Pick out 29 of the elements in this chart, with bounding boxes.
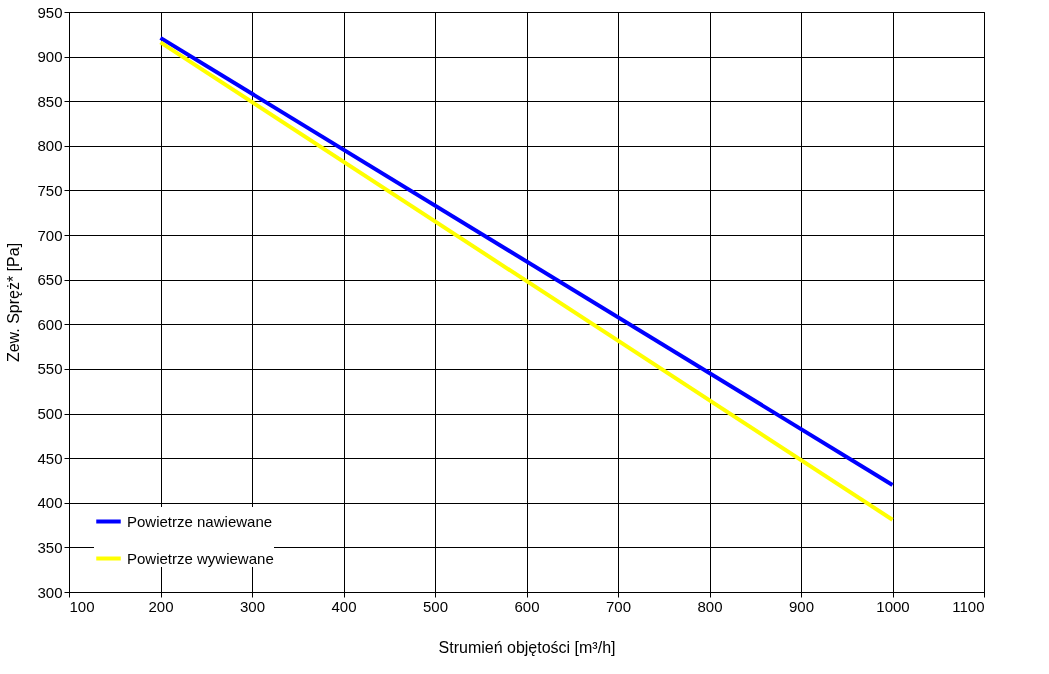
x-tick-label: 100 [69, 597, 95, 615]
y-tick-label: 750 [37, 181, 63, 199]
x-tick-label: 1100 [952, 597, 985, 615]
y-tick-label: 900 [37, 48, 63, 66]
x-tick-label: 700 [605, 597, 632, 615]
x-tick-label: 400 [331, 597, 357, 615]
y-tick-label: 300 [37, 583, 63, 601]
legend-label: Powietrze wywiewane [127, 549, 274, 567]
x-tick-label: 300 [239, 597, 266, 615]
y-tick-label: 350 [37, 538, 63, 556]
y-tick-label: 400 [37, 494, 63, 512]
y-tick-label: 800 [37, 137, 63, 155]
x-tick-label: 200 [148, 597, 174, 615]
y-tick-label: 450 [37, 449, 63, 467]
x-tick-label: 600 [514, 597, 540, 615]
y-axis-title: Zew. Spręż* [Pa] [5, 242, 23, 363]
x-axis-title: Strumień objętości [m³/h] [438, 638, 616, 656]
y-tick-label: 550 [37, 360, 63, 378]
y-tick-label: 950 [37, 3, 63, 21]
x-tick-label: 500 [422, 597, 449, 615]
y-tick-label: 700 [37, 226, 63, 244]
y-tick-label: 600 [37, 315, 63, 333]
y-tick-label: 500 [37, 405, 63, 423]
legend-label: Powietrze nawiewane [127, 512, 273, 530]
x-tick-label: 800 [697, 597, 723, 615]
x-tick-label: 1000 [876, 597, 910, 615]
y-tick-label: 850 [37, 92, 63, 110]
y-tick-label: 650 [37, 271, 63, 289]
x-tick-label: 900 [788, 597, 815, 615]
